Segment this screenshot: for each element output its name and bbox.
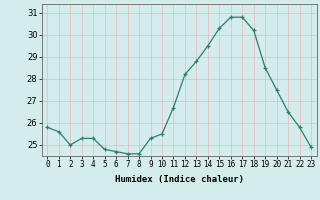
X-axis label: Humidex (Indice chaleur): Humidex (Indice chaleur) <box>115 175 244 184</box>
